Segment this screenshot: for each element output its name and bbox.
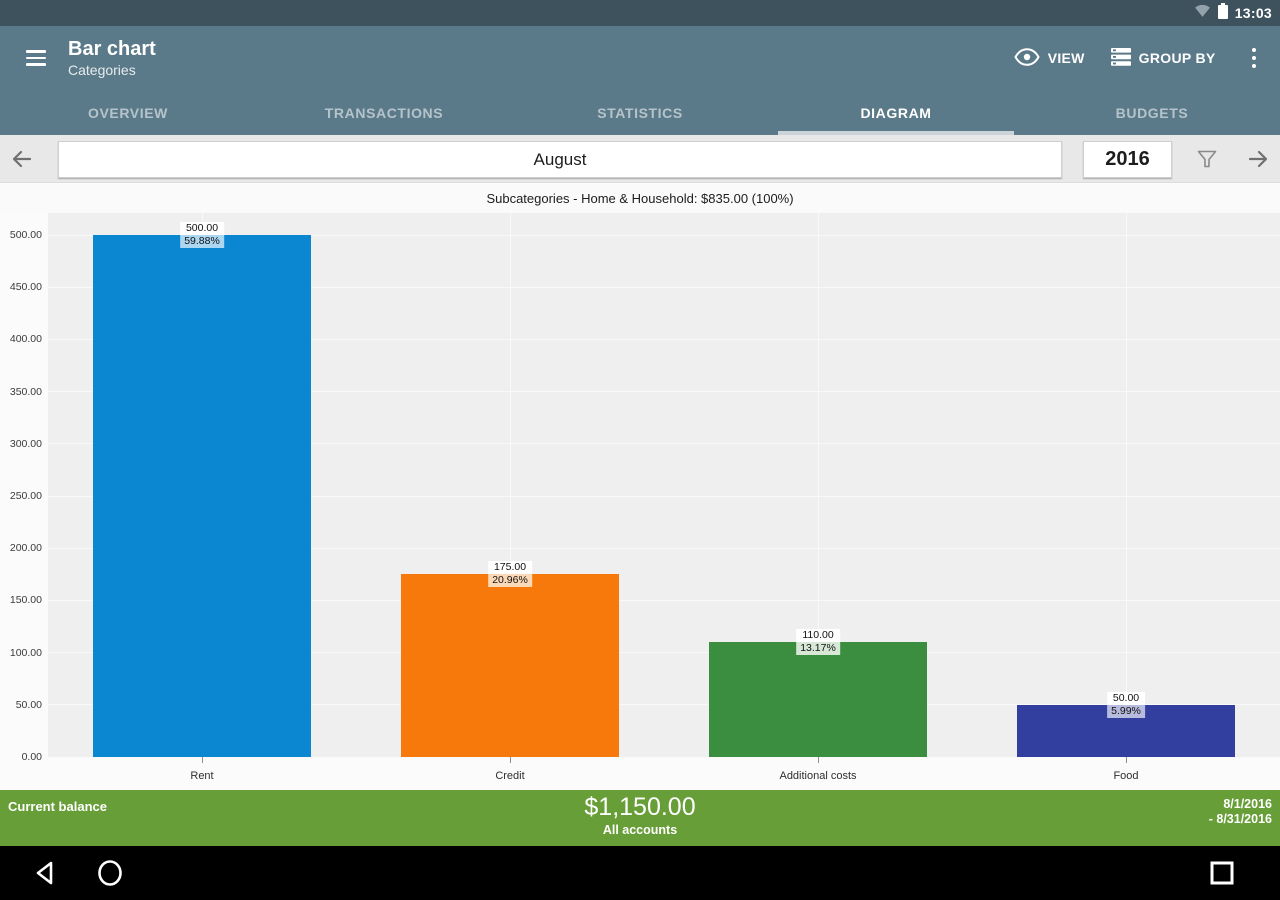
view-label: VIEW [1047, 50, 1085, 66]
balance-bar: Current balance $1,150.00 All accounts 8… [0, 790, 1280, 846]
nav-back-icon[interactable] [17, 846, 73, 900]
balance-center: $1,150.00 All accounts [0, 792, 1280, 838]
y-axis-label: 200.00 [9, 542, 42, 555]
wifi-icon [1194, 3, 1211, 23]
y-axis-label: 350.00 [9, 385, 42, 398]
y-gridline [48, 495, 1280, 497]
y-gridline [48, 391, 1280, 393]
tab-diagram[interactable]: DIAGRAM [768, 90, 1024, 135]
tab-overview[interactable]: OVERVIEW [87, 104, 168, 121]
nav-home-icon[interactable] [82, 846, 138, 900]
balance-amount: $1,150.00 [584, 793, 696, 821]
x-gridline [817, 213, 819, 757]
y-axis-label: 50.00 [15, 698, 42, 711]
y-axis-label: 500.00 [9, 229, 42, 241]
x-axis-tick [817, 757, 819, 763]
y-axis-label: 250.00 [9, 490, 42, 502]
y-axis-label: 100.00 [9, 646, 42, 659]
y-gridline [48, 547, 1280, 549]
bar-value-label: 175.00 20.96% [488, 561, 532, 588]
x-axis-tick [1125, 757, 1127, 763]
y-gridline [48, 234, 1280, 236]
date-from: 8/1/2016 [1223, 797, 1272, 811]
title-block: Bar chart Categories [68, 37, 156, 79]
y-gridline [48, 286, 1280, 288]
status-bar: 13:03 [0, 0, 1280, 26]
balance-scope: All accounts [602, 823, 678, 837]
y-gridline [48, 443, 1280, 445]
y-gridline [48, 652, 1280, 654]
y-axis-label: 0.00 [21, 751, 42, 763]
tab-transactions[interactable]: TRANSACTIONS [324, 104, 444, 121]
nav-recents-icon[interactable] [1194, 846, 1250, 900]
page-subtitle: Categories [68, 62, 136, 78]
month-selector[interactable]: August [58, 141, 1062, 178]
app-bar: Bar chart Categories VIEW [0, 26, 1280, 90]
y-gridline [48, 704, 1280, 706]
x-axis-label: Rent [190, 770, 214, 782]
x-gridline [509, 213, 511, 757]
page-title: Bar chart [68, 38, 156, 60]
previous-period-button[interactable] [7, 144, 37, 174]
chart-area: 500.00 59.88% 175.00 20.96% 110.00 13.17% 50.0… [0, 213, 1280, 790]
bar-value-label: 50.00 5.99% [1107, 691, 1145, 718]
y-gridline [48, 599, 1280, 601]
menu-icon[interactable] [12, 34, 60, 82]
y-axis-label: 300.00 [9, 437, 42, 450]
bar-credit[interactable] [401, 574, 619, 757]
battery-icon [1217, 2, 1228, 24]
period-navigation: August 2016 [0, 135, 1280, 183]
y-axis-label: 150.00 [9, 594, 42, 607]
next-period-button[interactable] [1243, 144, 1273, 174]
status-time: 13:03 [1234, 5, 1272, 21]
view-button[interactable]: VIEW [1014, 47, 1085, 69]
filter-icon[interactable] [1190, 144, 1224, 174]
tab-statistics[interactable]: STATISTICS [597, 104, 683, 121]
y-gridline [48, 338, 1280, 340]
y-axis-label: 400.00 [9, 333, 42, 346]
group-by-button[interactable]: GROUP BY [1110, 47, 1216, 69]
x-axis-tick [509, 757, 511, 763]
bar-value-label: 500.00 59.88% [180, 222, 224, 248]
date-to: - 8/31/2016 [1208, 812, 1272, 826]
x-axis-tick [201, 757, 203, 763]
android-nav-bar [0, 846, 1280, 900]
balance-label: Current balance [8, 799, 107, 814]
x-axis-label: Credit [495, 770, 525, 782]
balance-date-range: 8/1/2016 - 8/31/2016 [1209, 797, 1272, 827]
x-axis-label: Food [1113, 770, 1139, 782]
bar-value-label: 110.00 13.17% [796, 629, 840, 656]
x-axis-label: Additional costs [779, 770, 857, 782]
bar-rent[interactable] [93, 235, 311, 757]
x-gridline [1125, 213, 1127, 757]
overflow-menu-icon[interactable] [1242, 42, 1267, 75]
y-axis-label: 450.00 [9, 281, 42, 294]
bar-additional-costs[interactable] [709, 642, 927, 757]
tab-bar: OVERVIEW TRANSACTIONS STATISTICS DIAGRAM… [0, 90, 1280, 135]
eye-icon [1014, 47, 1040, 69]
app-bar-actions: VIEW GROUP BY [1014, 42, 1280, 75]
plot-area: 500.00 59.88% 175.00 20.96% 110.00 13.17% 50.0… [48, 213, 1280, 758]
tab-budgets[interactable]: BUDGETS [1115, 104, 1189, 121]
chart-title: Subcategories - Home & Household: $835.0… [0, 184, 1280, 213]
group-by-icon [1110, 47, 1131, 69]
year-selector[interactable]: 2016 [1083, 141, 1172, 178]
group-by-label: GROUP BY [1138, 50, 1216, 66]
y-gridline [48, 756, 1280, 758]
